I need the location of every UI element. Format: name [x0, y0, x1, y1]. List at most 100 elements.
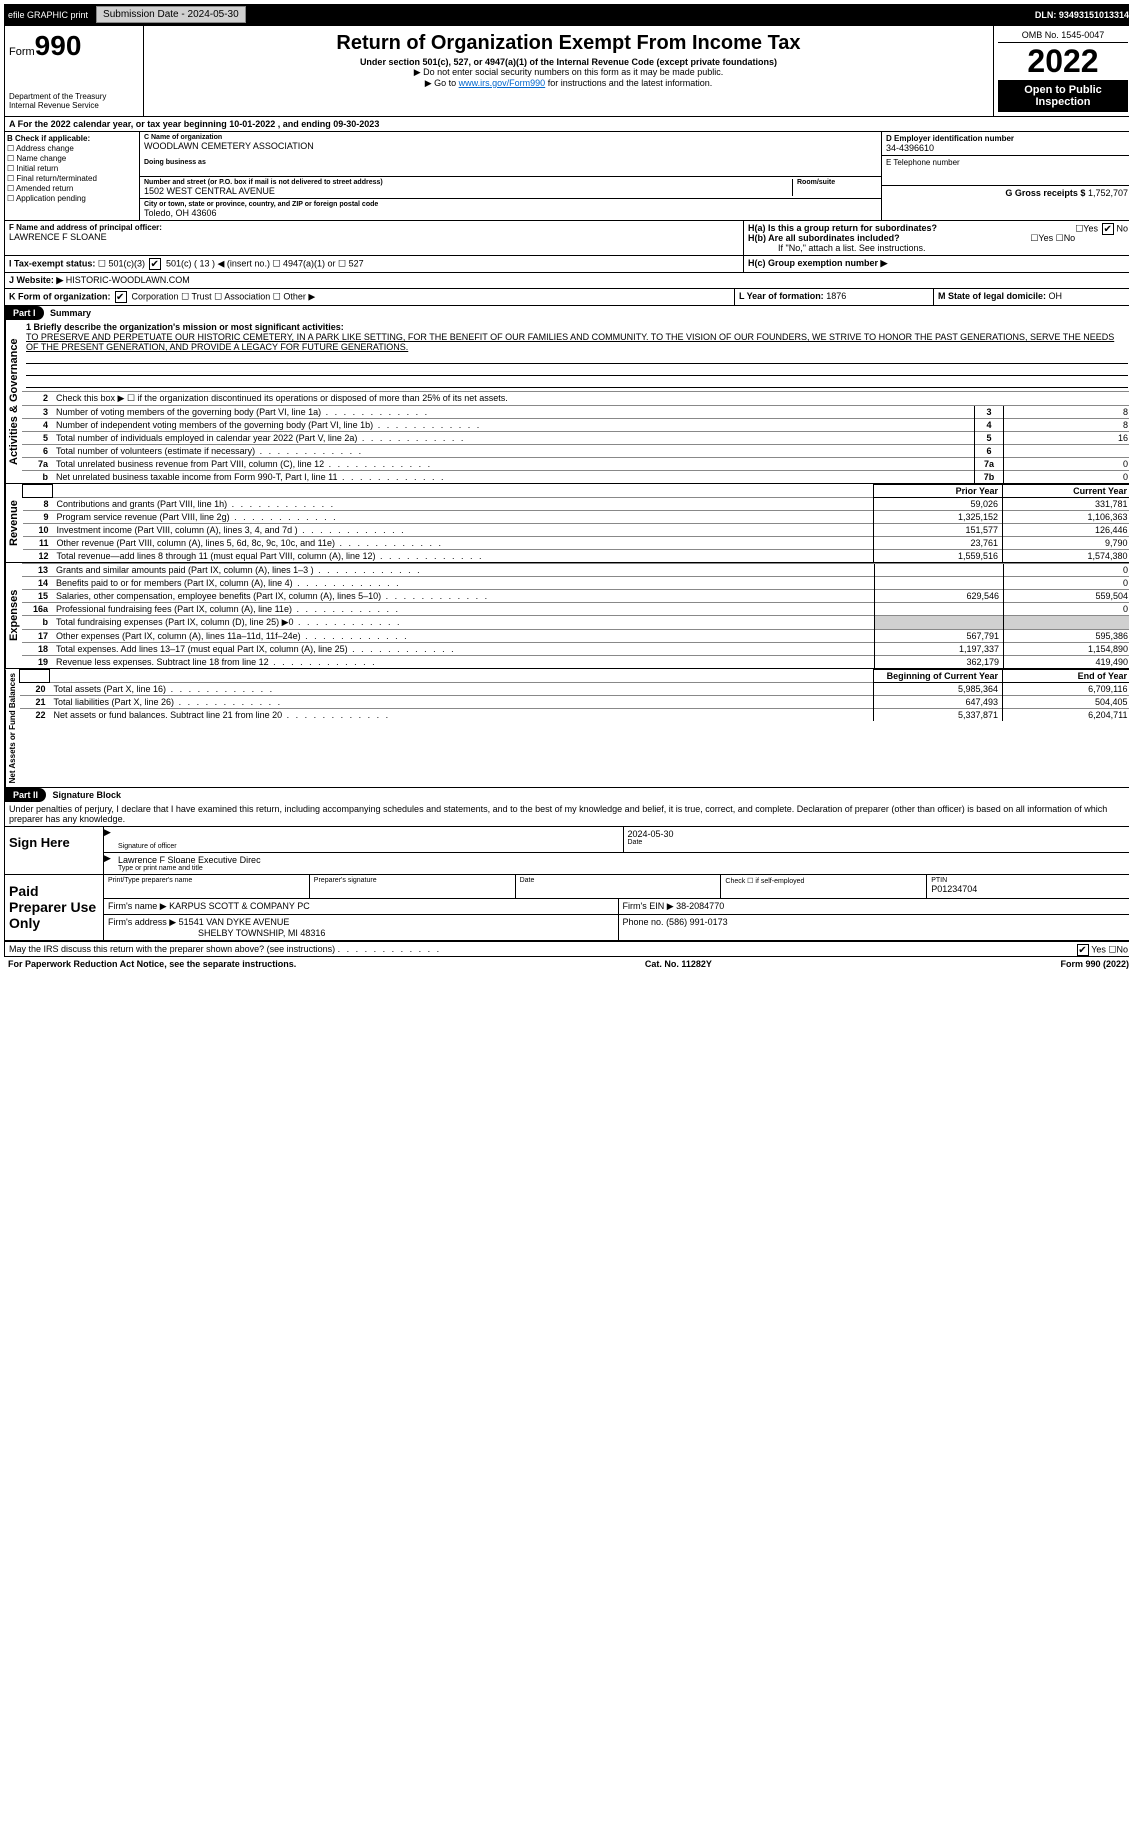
- street-value: 1502 WEST CENTRAL AVENUE: [144, 186, 792, 196]
- form-word: Form: [9, 46, 35, 58]
- year-form-label: L Year of formation:: [739, 291, 824, 301]
- other[interactable]: Other ▶: [283, 291, 315, 301]
- row-fh: F Name and address of principal officer:…: [4, 221, 1129, 256]
- current-value: 595,386: [1004, 630, 1129, 643]
- prior-value: 567,791: [875, 630, 1004, 643]
- ha-yes[interactable]: Yes: [1083, 223, 1098, 233]
- submission-date-btn[interactable]: Submission Date - 2024-05-30: [96, 6, 246, 23]
- discuss-yes-check[interactable]: [1077, 944, 1089, 956]
- part2-title: Signature Block: [49, 788, 126, 802]
- discuss-no[interactable]: No: [1116, 945, 1128, 955]
- current-value: 126,446: [1003, 524, 1129, 537]
- ha-no-check[interactable]: [1102, 223, 1114, 235]
- side-governance: Activities & Governance: [5, 320, 22, 483]
- line-text: Total revenue—add lines 8 through 11 (mu…: [53, 550, 874, 563]
- cat-number: Cat. No. 11282Y: [645, 959, 712, 969]
- trust[interactable]: Trust: [191, 291, 211, 301]
- chk-application[interactable]: Application pending: [16, 194, 86, 203]
- block-c: C Name of organization WOODLAWN CEMETERY…: [140, 132, 881, 220]
- year-form-value: 1876: [826, 291, 846, 301]
- form-title: Return of Organization Exempt From Incom…: [148, 32, 989, 55]
- city-value: Toledo, OH 43606: [144, 208, 877, 218]
- prior-value: [875, 616, 1004, 630]
- current-value: 504,405: [1003, 696, 1129, 709]
- sig-officer-label: Signature of officer: [118, 843, 619, 850]
- efile-label: efile GRAPHIC print: [8, 10, 88, 20]
- self-employed-check[interactable]: Check ☐ if self-employed: [725, 877, 922, 885]
- line-text: Total number of individuals employed in …: [52, 432, 975, 445]
- prior-value: 647,493: [874, 696, 1003, 709]
- form-org-label: K Form of organization:: [9, 291, 111, 301]
- corp-check[interactable]: [115, 291, 127, 303]
- line-text: Number of voting members of the governin…: [52, 406, 975, 419]
- prior-value: [875, 564, 1004, 577]
- line-num: 6: [22, 445, 52, 458]
- line-box: 6: [975, 445, 1004, 458]
- chk-name[interactable]: Name change: [16, 154, 66, 163]
- line-text: Number of independent voting members of …: [52, 419, 975, 432]
- goto-post: for instructions and the latest informat…: [545, 78, 712, 88]
- current-value: 0: [1004, 603, 1129, 616]
- part2-header: Part II: [5, 788, 46, 802]
- row-j: J Website: ▶ HISTORIC-WOODLAWN.COM: [4, 273, 1129, 289]
- current-value: 331,781: [1003, 498, 1129, 511]
- line-num: 17: [22, 630, 52, 643]
- header-center: Return of Organization Exempt From Incom…: [144, 26, 994, 116]
- ha-no: No: [1116, 223, 1128, 233]
- line-box: 7b: [975, 471, 1004, 484]
- line-text: Investment income (Part VIII, column (A)…: [53, 524, 874, 537]
- line-num: b: [22, 471, 52, 484]
- officer-label: F Name and address of principal officer:: [9, 223, 739, 232]
- current-value: 0: [1004, 564, 1129, 577]
- prior-value: 1,197,337: [875, 643, 1004, 656]
- 501c3[interactable]: 501(c)(3): [108, 258, 145, 268]
- prep-date-label: Date: [520, 877, 717, 884]
- firm-ein-label: Firm's EIN ▶: [623, 901, 674, 911]
- tax-year: 2022: [998, 43, 1128, 80]
- line-value: 16: [1004, 432, 1129, 445]
- line-num: 9: [23, 511, 53, 524]
- line-num: 5: [22, 432, 52, 445]
- line-num: 11: [23, 537, 53, 550]
- prior-value: 59,026: [874, 498, 1003, 511]
- hb-yes[interactable]: Yes: [1038, 233, 1053, 243]
- pra-notice: For Paperwork Reduction Act Notice, see …: [8, 959, 296, 969]
- line-text: Benefits paid to or for members (Part IX…: [52, 577, 875, 590]
- 501c-check[interactable]: [149, 258, 161, 270]
- hb-no[interactable]: No: [1064, 233, 1076, 243]
- exp-table: 13 Grants and similar amounts paid (Part…: [22, 563, 1129, 668]
- prior-value: [875, 577, 1004, 590]
- current-value: 419,490: [1004, 656, 1129, 669]
- irs-link[interactable]: www.irs.gov/Form990: [459, 78, 546, 88]
- line-num: 18: [22, 643, 52, 656]
- assoc[interactable]: Association: [224, 291, 270, 301]
- line-num: 19: [22, 656, 52, 669]
- current-value: 6,204,711: [1003, 709, 1129, 722]
- current-value: 0: [1004, 577, 1129, 590]
- firm-ein: 38-2084770: [676, 901, 724, 911]
- line-num: 21: [20, 696, 50, 709]
- chk-final[interactable]: Final return/terminated: [16, 174, 96, 183]
- ptin-value: P01234704: [931, 884, 1128, 894]
- block-b-title: B Check if applicable:: [7, 134, 137, 143]
- line-num: 15: [22, 590, 52, 603]
- chk-address[interactable]: Address change: [16, 144, 74, 153]
- firm-name: KARPUS SCOTT & COMPANY PC: [169, 901, 310, 911]
- dba-label: Doing business as: [144, 159, 877, 166]
- chk-amended[interactable]: Amended return: [16, 184, 73, 193]
- part1-wrap: Part I Summary Activities & Governance 1…: [4, 306, 1129, 788]
- header-right: OMB No. 1545-0047 2022 Open to Public In…: [994, 26, 1129, 116]
- 527[interactable]: 527: [349, 258, 364, 268]
- chk-initial[interactable]: Initial return: [16, 164, 58, 173]
- gross-label: G Gross receipts $: [1005, 188, 1085, 198]
- current-value: [1004, 616, 1129, 630]
- line-num: 10: [23, 524, 53, 537]
- current-value: 6,709,116: [1003, 683, 1129, 696]
- block-b: B Check if applicable: ☐ Address change …: [5, 132, 140, 220]
- line-value: [1004, 445, 1129, 458]
- 4947a1[interactable]: 4947(a)(1) or: [283, 258, 336, 268]
- may-irs-discuss: May the IRS discuss this return with the…: [9, 944, 335, 954]
- prep-sig-label: Preparer's signature: [314, 877, 511, 884]
- prior-value: 5,985,364: [874, 683, 1003, 696]
- line-text: Salaries, other compensation, employee b…: [52, 590, 875, 603]
